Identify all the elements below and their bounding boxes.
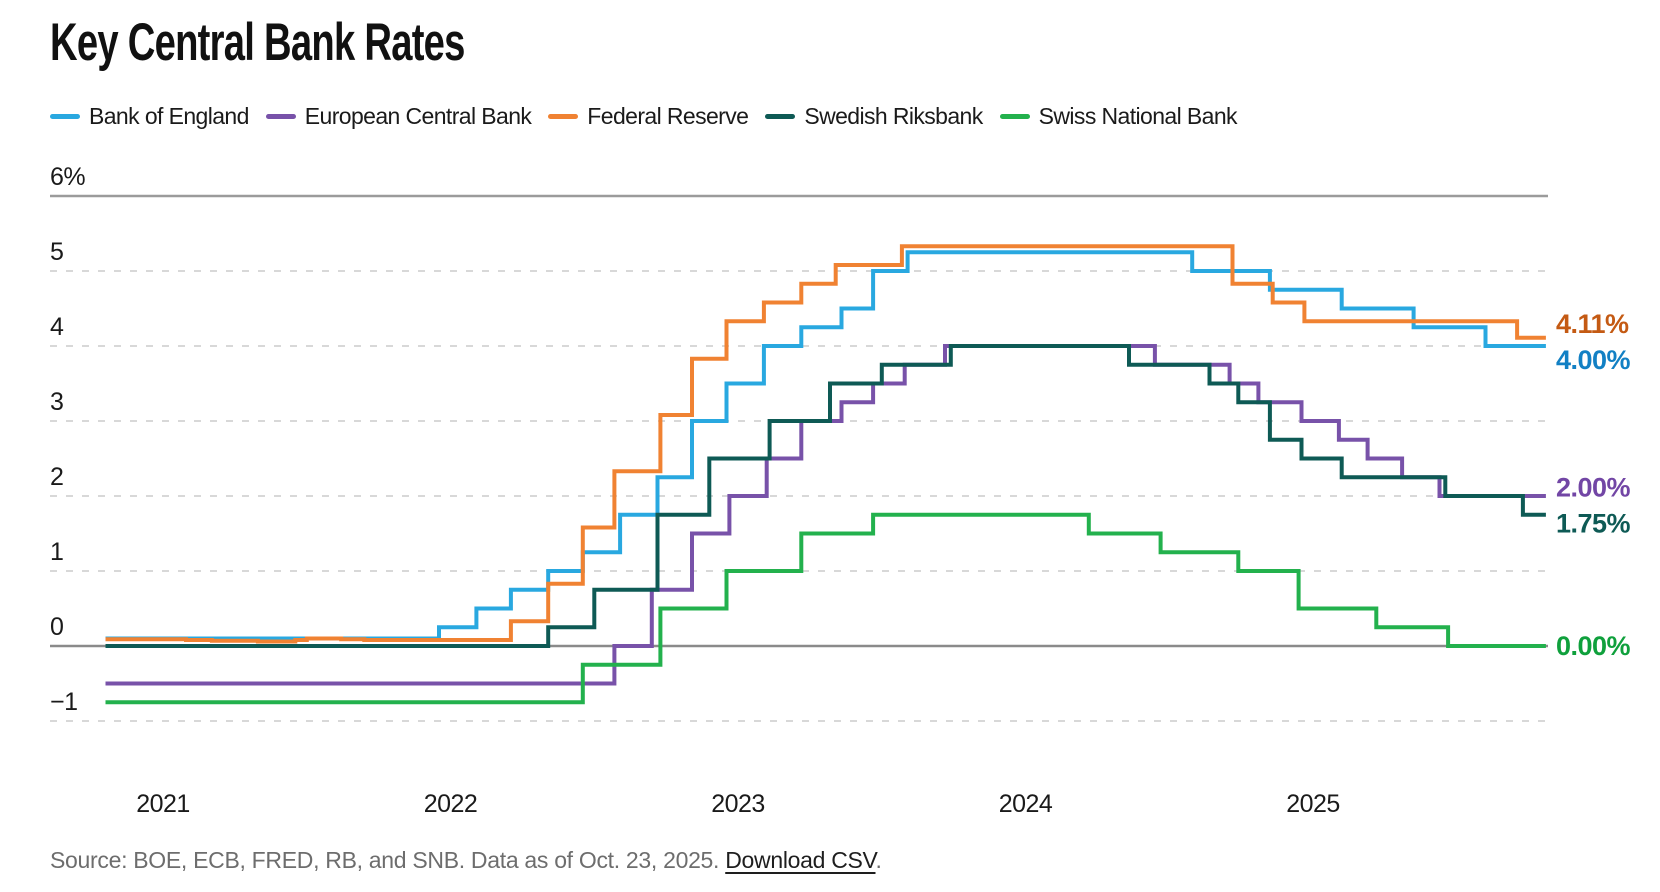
legend-label-bank-of-england: Bank of England bbox=[89, 103, 249, 129]
end-value-label-federal-reserve: 4.11% bbox=[1556, 309, 1629, 339]
legend-swatch-icon-bank-of-england bbox=[50, 114, 80, 119]
source-text-suffix: . bbox=[875, 847, 882, 873]
y-tick-label: 6% bbox=[50, 163, 85, 191]
y-tick-label: 1 bbox=[50, 538, 63, 566]
y-tick-label: 4 bbox=[50, 313, 64, 341]
x-tick-label: 2024 bbox=[999, 790, 1053, 818]
series-path-bank-of-england bbox=[105, 250, 1546, 641]
series-path-european-central-bank bbox=[105, 344, 1546, 686]
legend-item-european-central-bank: European Central Bank bbox=[265, 103, 532, 130]
legend: Bank of England European Central Bank Fede… bbox=[50, 103, 1238, 130]
x-tick-label: 2021 bbox=[136, 790, 190, 818]
page-title: Key Central Bank Rates bbox=[50, 13, 465, 72]
series-path-swedish-riksbank bbox=[105, 344, 1546, 648]
legend-swatch-icon-swedish-riksbank bbox=[765, 114, 796, 119]
x-tick-label: 2025 bbox=[1286, 790, 1340, 818]
source-text: Source: BOE, ECB, FRED, RB, and SNB. Dat… bbox=[50, 847, 726, 873]
legend-item-bank-of-england: Bank of England bbox=[50, 103, 249, 130]
legend-item-federal-reserve: Federal Reserve bbox=[548, 103, 749, 130]
legend-label-federal-reserve: Federal Reserve bbox=[587, 103, 749, 129]
legend-label-european-central-bank: European Central Bank bbox=[304, 103, 532, 129]
series-path-swiss-national-bank bbox=[105, 512, 1546, 705]
legend-label-swedish-riksbank: Swedish Riksbank bbox=[804, 103, 983, 129]
end-value-label-swedish-riksbank: 1.75% bbox=[1556, 508, 1631, 538]
y-tick-label: 2 bbox=[50, 463, 63, 491]
download-csv-link[interactable]: Download CSV bbox=[725, 847, 876, 873]
x-tick-label: 2023 bbox=[711, 790, 765, 818]
end-value-label-bank-of-england: 4.00% bbox=[1556, 345, 1631, 375]
y-tick-label: 3 bbox=[50, 388, 63, 416]
series-path-federal-reserve bbox=[105, 244, 1546, 644]
y-tick-label: 0 bbox=[50, 613, 63, 641]
legend-label-swiss-national-bank: Swiss National Bank bbox=[1038, 103, 1238, 129]
y-tick-label: 5 bbox=[50, 238, 63, 266]
x-tick-label: 2022 bbox=[424, 790, 478, 818]
legend-item-swedish-riksbank: Swedish Riksbank bbox=[765, 103, 983, 130]
legend-item-swiss-national-bank: Swiss National Bank bbox=[999, 103, 1238, 130]
legend-swatch-icon-european-central-bank bbox=[265, 114, 296, 119]
end-value-label-european-central-bank: 2.00% bbox=[1556, 472, 1631, 502]
legend-swatch-icon-federal-reserve bbox=[548, 114, 579, 119]
y-tick-label: −1 bbox=[50, 688, 78, 716]
source-note: Source: BOE, ECB, FRED, RB, and SNB. Dat… bbox=[50, 847, 882, 874]
legend-swatch-icon-swiss-national-bank bbox=[999, 114, 1030, 119]
end-value-label-swiss-national-bank: 0.00% bbox=[1556, 631, 1631, 661]
